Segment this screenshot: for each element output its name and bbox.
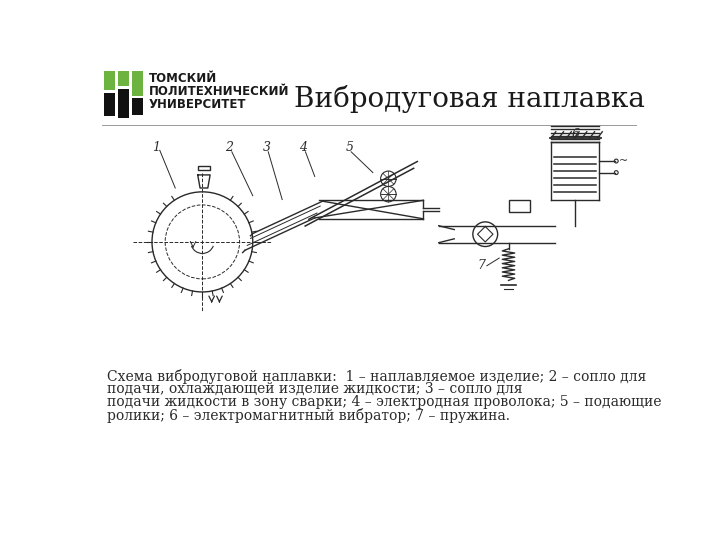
Text: УНИВЕРСИТЕТ: УНИВЕРСИТЕТ — [149, 98, 246, 111]
Text: подачи, охлаждающей изделие жидкости; 3 – сопло для: подачи, охлаждающей изделие жидкости; 3 … — [107, 382, 523, 396]
Text: ТОМСКИЙ: ТОМСКИЙ — [149, 72, 217, 85]
Text: 7: 7 — [477, 259, 485, 272]
Bar — [104, 71, 114, 90]
Text: ролики; 6 – электромагнитный вибратор; 7 – пружина.: ролики; 6 – электромагнитный вибратор; 7… — [107, 408, 510, 423]
Text: 2: 2 — [225, 141, 233, 154]
Text: Схема вибродуговой наплавки:  1 – наплавляемое изделие; 2 – сопло для: Схема вибродуговой наплавки: 1 – наплавл… — [107, 369, 647, 384]
Text: 5: 5 — [346, 141, 354, 154]
Bar — [118, 71, 129, 86]
Bar — [104, 92, 114, 116]
Bar — [132, 71, 143, 96]
Text: 3: 3 — [263, 141, 271, 154]
Bar — [508, 200, 530, 212]
Bar — [132, 98, 143, 115]
Text: 4: 4 — [299, 141, 307, 154]
Text: ~: ~ — [619, 156, 629, 166]
Text: 1: 1 — [152, 141, 160, 154]
Text: 6: 6 — [571, 127, 579, 140]
Text: ПОЛИТЕХНИЧЕСКИЙ: ПОЛИТЕХНИЧЕСКИЙ — [149, 85, 289, 98]
Text: подачи жидкости в зону сварки; 4 – электродная проволока; 5 – подающие: подачи жидкости в зону сварки; 4 – элект… — [107, 395, 662, 409]
Bar — [198, 166, 210, 170]
Bar — [118, 89, 129, 118]
Text: Вибродуговая наплавка: Вибродуговая наплавка — [294, 85, 645, 113]
